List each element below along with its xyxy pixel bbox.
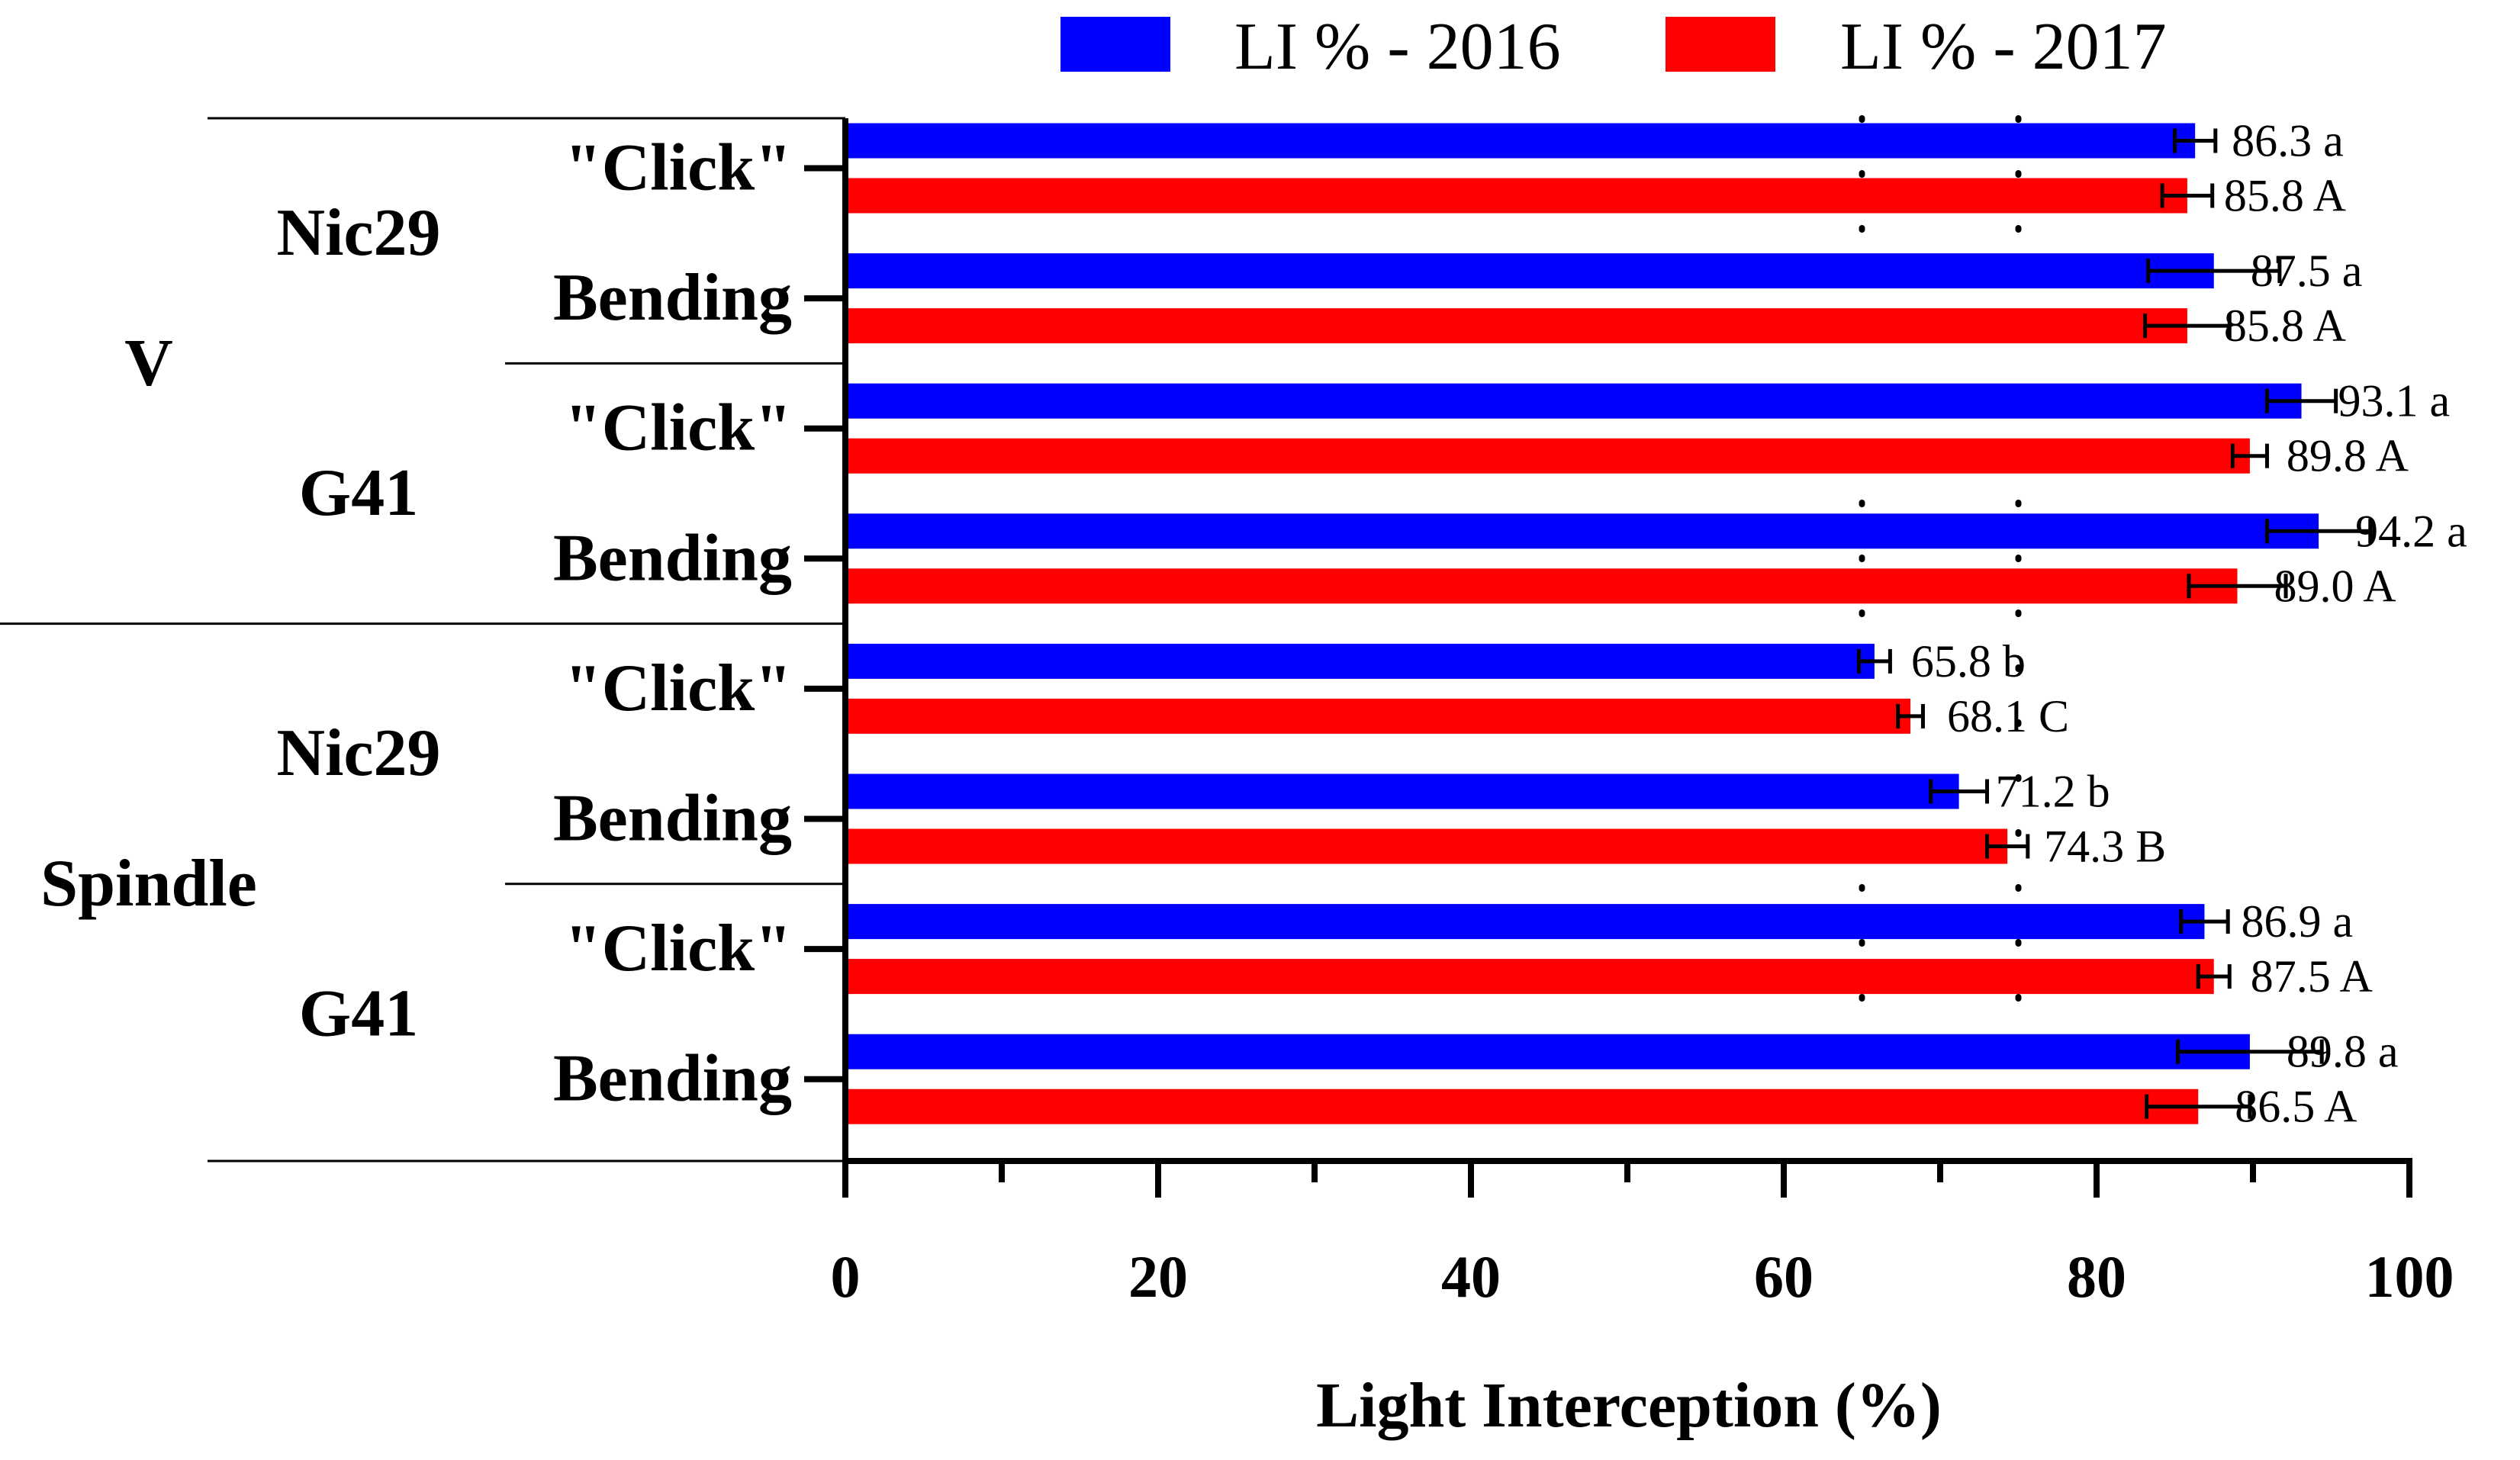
- data-label: 87.5 A: [2251, 951, 2373, 1002]
- data-label: 65.8 b: [1911, 636, 2026, 687]
- x-tick-label: 40: [1441, 1243, 1501, 1310]
- x-tick-label: 20: [1128, 1243, 1188, 1310]
- data-label: 68.1 C: [1947, 691, 2069, 741]
- x-tick-label: 100: [2365, 1243, 2454, 1310]
- treatment-label: Bending: [553, 782, 792, 856]
- bar-spindle-g41-2-1: [845, 1034, 2250, 1069]
- legend-label-1: LI % - 2016: [1234, 10, 1561, 84]
- data-label: 71.2 b: [1996, 767, 2110, 817]
- x-axis-title: Light Interception (%): [1316, 1370, 1942, 1441]
- system-label: Spindle: [40, 847, 257, 921]
- rootstock-label: Nic29: [276, 716, 440, 790]
- bar-spindle-nic29-1-1: [845, 643, 1875, 679]
- treatment-label: "Click": [565, 651, 792, 725]
- x-tick-label: 80: [2067, 1243, 2126, 1310]
- data-label: 93.1 a: [2338, 376, 2451, 426]
- treatment-label: "Click": [565, 131, 792, 205]
- bar-spindle-g41-1-2: [845, 959, 2214, 995]
- bar-v-nic29-2-1: [845, 253, 2214, 289]
- bar-spindle-nic29-2-2: [845, 828, 2008, 864]
- data-label: 85.8 A: [2224, 301, 2346, 351]
- treatment-label: "Click": [565, 391, 792, 465]
- data-label: 89.8 A: [2287, 431, 2409, 481]
- bar-v-g41-2-2: [845, 568, 2238, 604]
- bar-v-g41-2-1: [845, 513, 2319, 549]
- data-labels: 86.3 a85.8 A87.5 a85.8 A93.1 a89.8 A94.2…: [1911, 116, 2467, 1132]
- bar-v-nic29-2-2: [845, 308, 2187, 344]
- rootstock-label: Nic29: [276, 196, 440, 270]
- legend-swatch-1: [1060, 17, 1170, 72]
- data-label: 85.8 A: [2224, 171, 2346, 221]
- bar-spindle-nic29-1-2: [845, 698, 1911, 734]
- category-labels: "Click" Bending "Click" Bending "Click" Bendi…: [0, 117, 845, 1163]
- bars: [845, 123, 2319, 1124]
- data-label: 86.9 a: [2241, 896, 2353, 947]
- bar-v-nic29-1-1: [845, 123, 2196, 159]
- data-label: 87.5 a: [2251, 246, 2363, 296]
- bar-spindle-g41-2-2: [845, 1089, 2199, 1124]
- bar-v-g41-1-2: [845, 438, 2250, 474]
- bar-v-nic29-1-2: [845, 178, 2187, 214]
- legend-swatch-2: [1666, 17, 1775, 72]
- treatment-label: Bending: [553, 1042, 792, 1116]
- data-label: 89.0 A: [2274, 561, 2396, 611]
- bar-spindle-nic29-2-1: [845, 773, 1959, 809]
- y-axis: [804, 118, 848, 1161]
- legend-label-2: LI % - 2017: [1840, 10, 2167, 84]
- data-label: 86.5 A: [2235, 1082, 2357, 1132]
- data-label: 89.8 a: [2287, 1027, 2399, 1077]
- treatment-label: Bending: [553, 521, 792, 595]
- treatment-label: "Click": [565, 912, 792, 986]
- data-label: 94.2 a: [2355, 506, 2467, 556]
- x-tick-label: 0: [831, 1243, 861, 1310]
- treatment-label: Bending: [553, 261, 792, 335]
- rootstock-label: G41: [299, 456, 418, 530]
- error-bars: [1856, 128, 2373, 1119]
- system-label: V: [124, 326, 173, 400]
- data-label: 86.3 a: [2232, 116, 2344, 166]
- x-axis: 0 20 40 60 80 100: [831, 1158, 2454, 1310]
- rootstock-label: G41: [299, 976, 418, 1050]
- x-tick-label: 60: [1754, 1243, 1814, 1310]
- bar-v-g41-1-1: [845, 383, 2302, 419]
- legend: LI % - 2016 LI % - 2017: [1060, 10, 2167, 84]
- bar-spindle-g41-1-1: [845, 904, 2205, 940]
- data-label: 74.3 B: [2044, 822, 2166, 872]
